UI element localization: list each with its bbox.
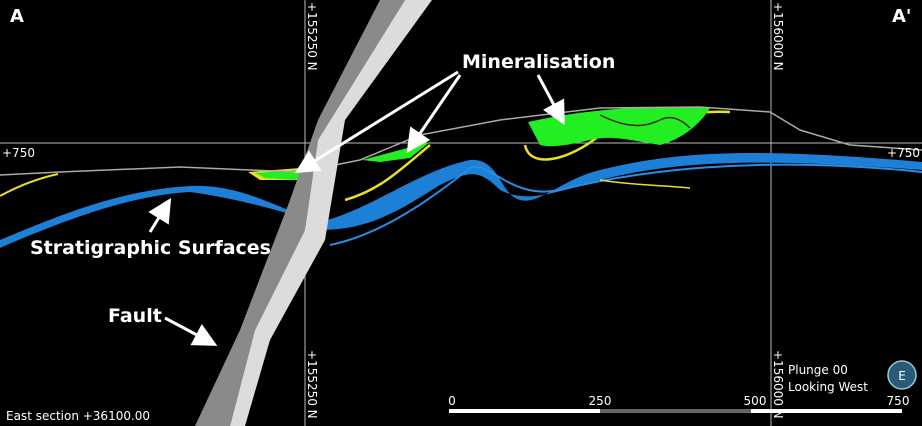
arrow [148, 197, 172, 233]
fault [195, 0, 405, 426]
strat-surface [599, 179, 691, 189]
topography [0, 106, 922, 176]
grid-label: +155250 N [305, 350, 319, 419]
fault [230, 0, 432, 426]
scale-label: 750 [887, 394, 910, 408]
strat-surface [0, 185, 320, 248]
scale-bar [751, 409, 902, 413]
grid-label: +155250 N [305, 2, 319, 71]
annotation: Stratigraphic Surfaces [30, 237, 271, 259]
arrow [294, 70, 459, 174]
grid-label: +750 [2, 146, 35, 160]
arrow [406, 74, 462, 153]
view-info: Looking West [788, 380, 868, 394]
annotation: Mineralisation [462, 51, 615, 73]
strat-surface [320, 152, 922, 230]
arrow [536, 74, 565, 126]
compass[interactable] [887, 360, 917, 390]
corner-label: A' [892, 6, 911, 27]
scale-label: 0 [448, 394, 456, 408]
grid-label: +156000 N [771, 350, 785, 419]
mineral-zone [599, 114, 691, 129]
scale-bar [600, 409, 751, 413]
compass-label: E [898, 369, 906, 383]
grid-label: +750 [887, 146, 920, 160]
section-name: East section +36100.00 [6, 409, 150, 423]
view-info: Plunge 00 [788, 363, 848, 377]
annotation: Fault [108, 305, 162, 327]
mineral-zone [528, 106, 710, 147]
scale-label: 250 [589, 394, 612, 408]
grid-label: +156000 N [771, 2, 785, 71]
corner-label: A [10, 6, 24, 27]
arrow [164, 316, 218, 346]
strat-surface [329, 163, 922, 246]
scale-label: 500 [744, 394, 767, 408]
scale-bar [449, 409, 600, 413]
strat-surface [0, 173, 59, 197]
